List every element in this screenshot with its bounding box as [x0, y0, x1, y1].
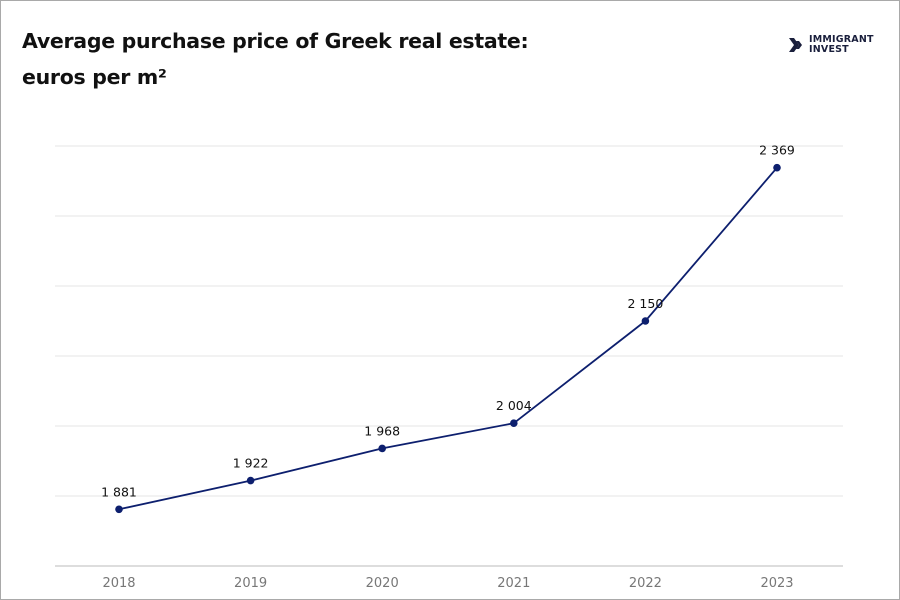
logo-line2: INVEST	[809, 43, 849, 55]
logo-line1: IMMIGRANT	[809, 34, 874, 45]
x-tick-label: 2021	[497, 576, 530, 591]
chevron-logo-icon	[789, 37, 802, 52]
data-point	[641, 317, 650, 325]
data-label: 2 369	[759, 143, 795, 158]
data-point	[510, 419, 518, 428]
series-line	[118, 167, 778, 511]
data-label: 1 881	[101, 484, 137, 499]
data-label: 2 150	[628, 296, 664, 311]
data-point	[773, 163, 781, 172]
data-label: 1 968	[364, 423, 400, 438]
x-tick-label: 2023	[760, 576, 793, 591]
data-point	[115, 505, 123, 514]
x-tick-label: 2019	[234, 576, 267, 591]
data-label: 2 004	[496, 398, 532, 413]
immigrant-invest-logo: IMMIGRANT INVEST	[788, 35, 874, 54]
x-tick-label: 2020	[366, 576, 399, 591]
x-tick-label: 2018	[102, 576, 135, 591]
title-line: Average purchase price of Greek real est…	[22, 29, 529, 53]
subtitle-line: euros per m²	[22, 65, 167, 89]
data-label: 1 922	[233, 456, 269, 471]
data-point	[378, 444, 387, 453]
x-tick-label: 2022	[629, 576, 662, 591]
chart-title: Average purchase price of Greek real est…	[22, 23, 529, 95]
data-point	[246, 476, 255, 485]
